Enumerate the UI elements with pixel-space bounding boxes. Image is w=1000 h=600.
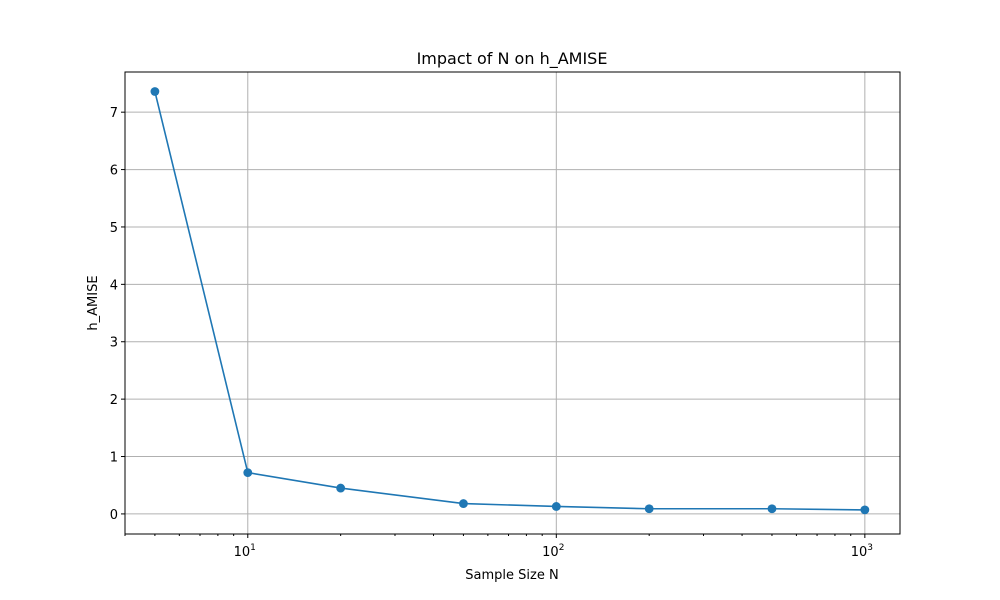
data-series xyxy=(150,87,870,515)
y-tick-label: 4 xyxy=(110,278,118,293)
x-axis-ticks: 101 102 103 xyxy=(124,534,873,560)
y-tick-label: 5 xyxy=(110,221,118,236)
y-tick-label: 7 xyxy=(110,106,118,121)
data-point xyxy=(243,468,253,477)
y-tick-label: 1 xyxy=(110,451,118,466)
data-point xyxy=(644,504,654,514)
x-axis-label: Sample Size N xyxy=(465,568,558,583)
y-tick-label: 0 xyxy=(110,508,118,523)
data-point xyxy=(459,499,468,508)
y-tick-label: 6 xyxy=(110,164,118,179)
data-point xyxy=(767,504,777,514)
plot-area xyxy=(125,72,900,534)
x-tick-label: 102 xyxy=(542,543,564,560)
data-point xyxy=(860,505,870,515)
data-point xyxy=(150,87,160,96)
y-tick-label: 2 xyxy=(110,393,118,408)
y-axis-label: h_AMISE xyxy=(86,275,101,330)
y-axis-ticks: 0 1 2 3 4 5 6 7 xyxy=(110,106,125,523)
chart-title: Impact of N on h_AMISE xyxy=(417,49,608,69)
y-tick-label: 3 xyxy=(110,336,118,351)
plot-frame xyxy=(124,71,901,535)
data-point xyxy=(336,483,346,493)
grid-lines xyxy=(125,72,900,534)
data-point xyxy=(551,502,561,511)
series-line xyxy=(154,91,865,511)
x-tick-label: 101 xyxy=(234,543,256,560)
x-tick-label: 103 xyxy=(851,543,873,560)
